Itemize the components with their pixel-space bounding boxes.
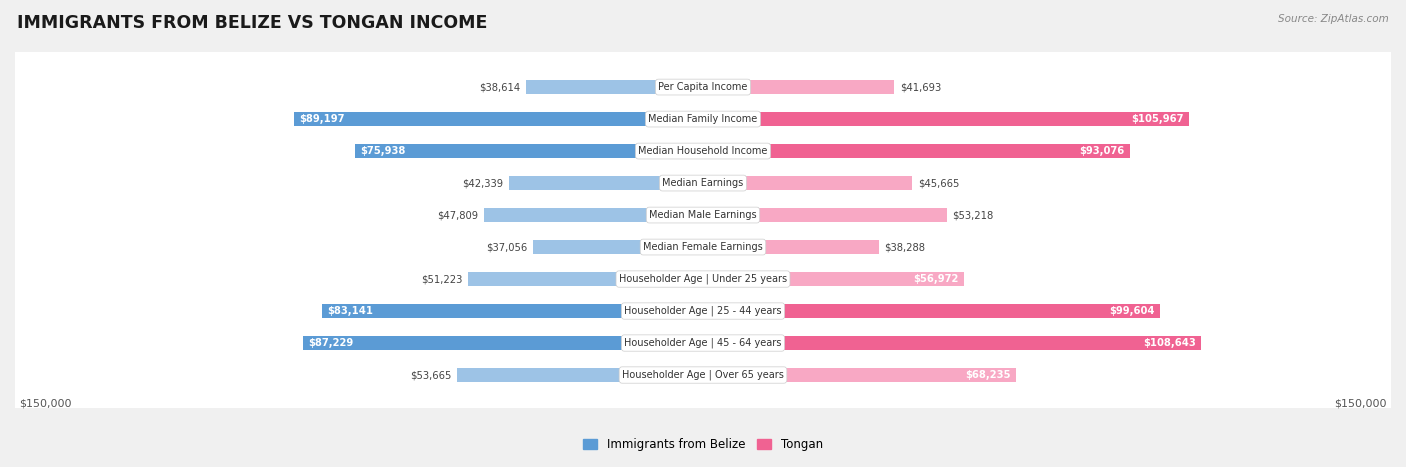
Text: Median Female Earnings: Median Female Earnings	[643, 242, 763, 252]
FancyBboxPatch shape	[10, 0, 1396, 467]
Bar	[526, 80, 703, 94]
Text: Householder Age | 25 - 44 years: Householder Age | 25 - 44 years	[624, 306, 782, 316]
Text: $99,604: $99,604	[1109, 306, 1154, 316]
Bar	[484, 208, 703, 222]
Text: Per Capita Income: Per Capita Income	[658, 82, 748, 92]
Bar	[322, 304, 703, 318]
Text: $38,614: $38,614	[479, 82, 520, 92]
Bar	[703, 208, 948, 222]
Bar	[703, 144, 1130, 158]
Text: $37,056: $37,056	[486, 242, 527, 252]
Legend: Immigrants from Belize, Tongan: Immigrants from Belize, Tongan	[583, 439, 823, 452]
Bar	[294, 112, 703, 126]
Bar	[703, 272, 965, 286]
Text: $68,235: $68,235	[965, 370, 1011, 380]
Text: $150,000: $150,000	[20, 398, 72, 409]
Text: Median Family Income: Median Family Income	[648, 114, 758, 124]
Text: Source: ZipAtlas.com: Source: ZipAtlas.com	[1278, 14, 1389, 24]
Text: $42,339: $42,339	[463, 178, 503, 188]
Text: $87,229: $87,229	[308, 338, 354, 348]
FancyBboxPatch shape	[10, 0, 1396, 467]
Text: Median Earnings: Median Earnings	[662, 178, 744, 188]
Text: $83,141: $83,141	[328, 306, 373, 316]
Bar	[703, 176, 912, 190]
Bar	[457, 368, 703, 382]
Text: $105,967: $105,967	[1130, 114, 1184, 124]
Text: $75,938: $75,938	[360, 146, 405, 156]
FancyBboxPatch shape	[10, 0, 1396, 467]
FancyBboxPatch shape	[10, 0, 1396, 467]
Text: Median Household Income: Median Household Income	[638, 146, 768, 156]
Text: IMMIGRANTS FROM BELIZE VS TONGAN INCOME: IMMIGRANTS FROM BELIZE VS TONGAN INCOME	[17, 14, 488, 32]
FancyBboxPatch shape	[10, 0, 1396, 467]
Bar	[468, 272, 703, 286]
Text: $56,972: $56,972	[914, 274, 959, 284]
FancyBboxPatch shape	[10, 0, 1396, 467]
Text: $53,218: $53,218	[953, 210, 994, 220]
Text: $108,643: $108,643	[1143, 338, 1197, 348]
Bar	[302, 336, 703, 350]
Text: Householder Age | 45 - 64 years: Householder Age | 45 - 64 years	[624, 338, 782, 348]
Text: $150,000: $150,000	[1334, 398, 1386, 409]
FancyBboxPatch shape	[10, 0, 1396, 467]
Text: Householder Age | Under 25 years: Householder Age | Under 25 years	[619, 274, 787, 284]
FancyBboxPatch shape	[10, 0, 1396, 467]
FancyBboxPatch shape	[10, 0, 1396, 467]
Text: $41,693: $41,693	[900, 82, 941, 92]
Text: $51,223: $51,223	[422, 274, 463, 284]
Bar	[703, 80, 894, 94]
FancyBboxPatch shape	[10, 0, 1396, 467]
Text: $93,076: $93,076	[1080, 146, 1125, 156]
Text: $53,665: $53,665	[411, 370, 451, 380]
Bar	[703, 368, 1017, 382]
Text: $47,809: $47,809	[437, 210, 478, 220]
Text: Median Male Earnings: Median Male Earnings	[650, 210, 756, 220]
Text: $89,197: $89,197	[299, 114, 344, 124]
Bar	[533, 240, 703, 254]
Text: $45,665: $45,665	[918, 178, 959, 188]
Bar	[703, 304, 1160, 318]
Bar	[703, 112, 1189, 126]
Bar	[703, 240, 879, 254]
Bar	[354, 144, 703, 158]
Text: Householder Age | Over 65 years: Householder Age | Over 65 years	[621, 370, 785, 380]
Text: $38,288: $38,288	[884, 242, 925, 252]
Bar	[703, 336, 1201, 350]
Bar	[509, 176, 703, 190]
